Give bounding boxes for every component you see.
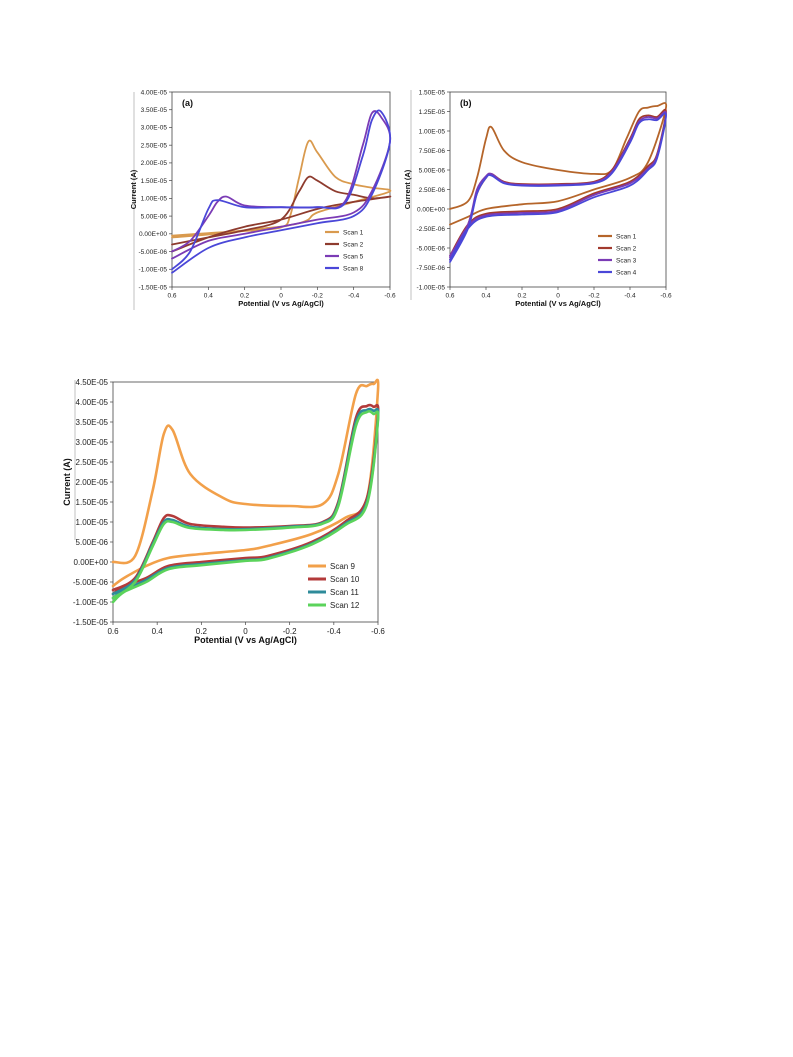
legend-label: Scan 4	[616, 269, 637, 276]
legend-label: Scan 11	[330, 588, 359, 597]
series-line-scan-1	[449, 102, 668, 226]
legend-label: Scan 1	[343, 229, 364, 236]
y-tick-label: -1.00E-05	[416, 284, 445, 291]
x-tick-label: -0.4	[624, 293, 636, 300]
legend-label: Scan 2	[343, 241, 364, 248]
x-tick-label: -0.6	[371, 627, 385, 636]
y-tick-label: -5.00E-06	[416, 245, 445, 252]
y-tick-label: 4.00E-05	[141, 89, 168, 96]
x-tick-label: 0.6	[167, 293, 176, 300]
y-tick-label: 2.50E-05	[76, 458, 109, 467]
x-tick-label: 0	[243, 627, 248, 636]
y-tick-label: 0.00E+00	[74, 558, 109, 567]
x-tick-label: -0.6	[660, 293, 672, 300]
panel-label: (a)	[182, 98, 193, 108]
y-tick-label: -7.50E-06	[416, 265, 445, 272]
y-tick-label: 2.00E-05	[76, 478, 109, 487]
y-tick-label: 1.50E-05	[76, 498, 109, 507]
series-line-scan-4	[449, 112, 667, 263]
y-tick-label: 4.50E-05	[76, 378, 109, 387]
y-tick-label: 1.50E-05	[419, 89, 446, 96]
series-line-scan-2	[171, 175, 392, 253]
x-axis-title: Potential (V vs Ag/AgCl)	[194, 635, 297, 645]
y-axis-title: Current (A)	[129, 169, 138, 209]
panel-label: (b)	[460, 98, 472, 108]
y-tick-label: 3.50E-05	[76, 418, 109, 427]
y-axis-title: Current (A)	[403, 169, 412, 209]
legend-label: Scan 8	[343, 265, 364, 272]
x-tick-label: 0.2	[240, 293, 249, 300]
x-tick-label: 0.6	[107, 627, 119, 636]
legend-label: Scan 12	[330, 601, 360, 610]
series-line-scan-12	[111, 409, 380, 604]
x-tick-label: 0.4	[481, 293, 490, 300]
y-tick-label: 2.00E-05	[141, 160, 168, 167]
legend-label: Scan 1	[616, 233, 637, 240]
y-tick-label: 5.00E-06	[76, 538, 109, 547]
y-tick-label: 0.00E+00	[139, 231, 167, 238]
legend-label: Scan 3	[616, 257, 637, 264]
x-tick-label: -0.4	[327, 627, 341, 636]
y-tick-label: 5.00E-06	[419, 167, 446, 174]
x-tick-label: -0.2	[283, 627, 297, 636]
y-tick-label: -1.00E-05	[138, 267, 167, 274]
y-tick-label: 1.00E-05	[76, 518, 109, 527]
series-line-scan-5	[171, 110, 392, 260]
y-tick-label: 1.00E-05	[141, 196, 168, 203]
legend-label: Scan 5	[343, 253, 364, 260]
x-tick-label: 0	[279, 293, 283, 300]
y-tick-label: 1.00E-05	[419, 128, 446, 135]
x-tick-label: 0	[556, 293, 560, 300]
x-tick-label: -0.4	[348, 293, 360, 300]
chart-3: -1.50E-05 -1.00E-05 -5.00E-06 0.00E+00 5.00E…	[62, 378, 385, 645]
x-tick-label: -0.6	[384, 293, 396, 300]
y-tick-label: 5.00E-06	[141, 213, 168, 220]
chart-2: -1.00E-05 -7.50E-06 -5.00E-06 -2.50E-06 0.00…	[403, 89, 672, 308]
y-tick-label: 3.00E-05	[76, 438, 109, 447]
x-tick-label: -0.2	[312, 293, 324, 300]
legend-label: Scan 10	[330, 575, 360, 584]
x-tick-label: 0.4	[152, 627, 164, 636]
x-tick-label: 0.2	[196, 627, 208, 636]
y-tick-label: 4.00E-05	[76, 398, 109, 407]
x-tick-label: -0.2	[588, 293, 600, 300]
series-line-scan-3	[449, 110, 667, 259]
x-axis-title: Potential (V vs Ag/AgCl)	[515, 299, 601, 308]
y-tick-label: 0.00E+00	[417, 206, 445, 213]
chart-1: -1.50E-05 -1.00E-05 -5.00E-06 0.00E+00 5.00E…	[129, 89, 396, 310]
y-tick-label: -5.00E-06	[138, 249, 167, 256]
y-tick-label: 1.25E-05	[419, 109, 446, 116]
y-tick-label: -1.50E-05	[73, 618, 109, 627]
y-tick-label: 1.50E-05	[141, 178, 168, 185]
x-tick-label: 0.4	[204, 293, 213, 300]
x-axis-title: Potential (V vs Ag/AgCl)	[238, 299, 324, 308]
y-tick-label: -1.50E-05	[138, 284, 167, 291]
y-tick-label: -5.00E-06	[73, 578, 109, 587]
series-line-scan-8	[171, 109, 392, 274]
y-tick-label: 7.50E-06	[419, 148, 446, 155]
y-tick-label: 2.50E-05	[141, 142, 168, 149]
series-line-scan-9	[111, 378, 380, 588]
y-axis-title: Current (A)	[62, 458, 72, 506]
y-tick-label: -1.00E-05	[73, 598, 109, 607]
legend-label: Scan 9	[330, 562, 355, 571]
y-tick-label: 2.50E-06	[419, 187, 446, 194]
y-tick-label: -2.50E-06	[416, 226, 445, 233]
x-tick-label: 0.2	[517, 293, 526, 300]
legend-label: Scan 2	[616, 245, 637, 252]
series-line-scan-10	[111, 403, 380, 596]
x-tick-label: 0.6	[445, 293, 454, 300]
y-tick-label: 3.50E-05	[141, 107, 168, 114]
y-tick-label: 3.00E-05	[141, 125, 168, 132]
